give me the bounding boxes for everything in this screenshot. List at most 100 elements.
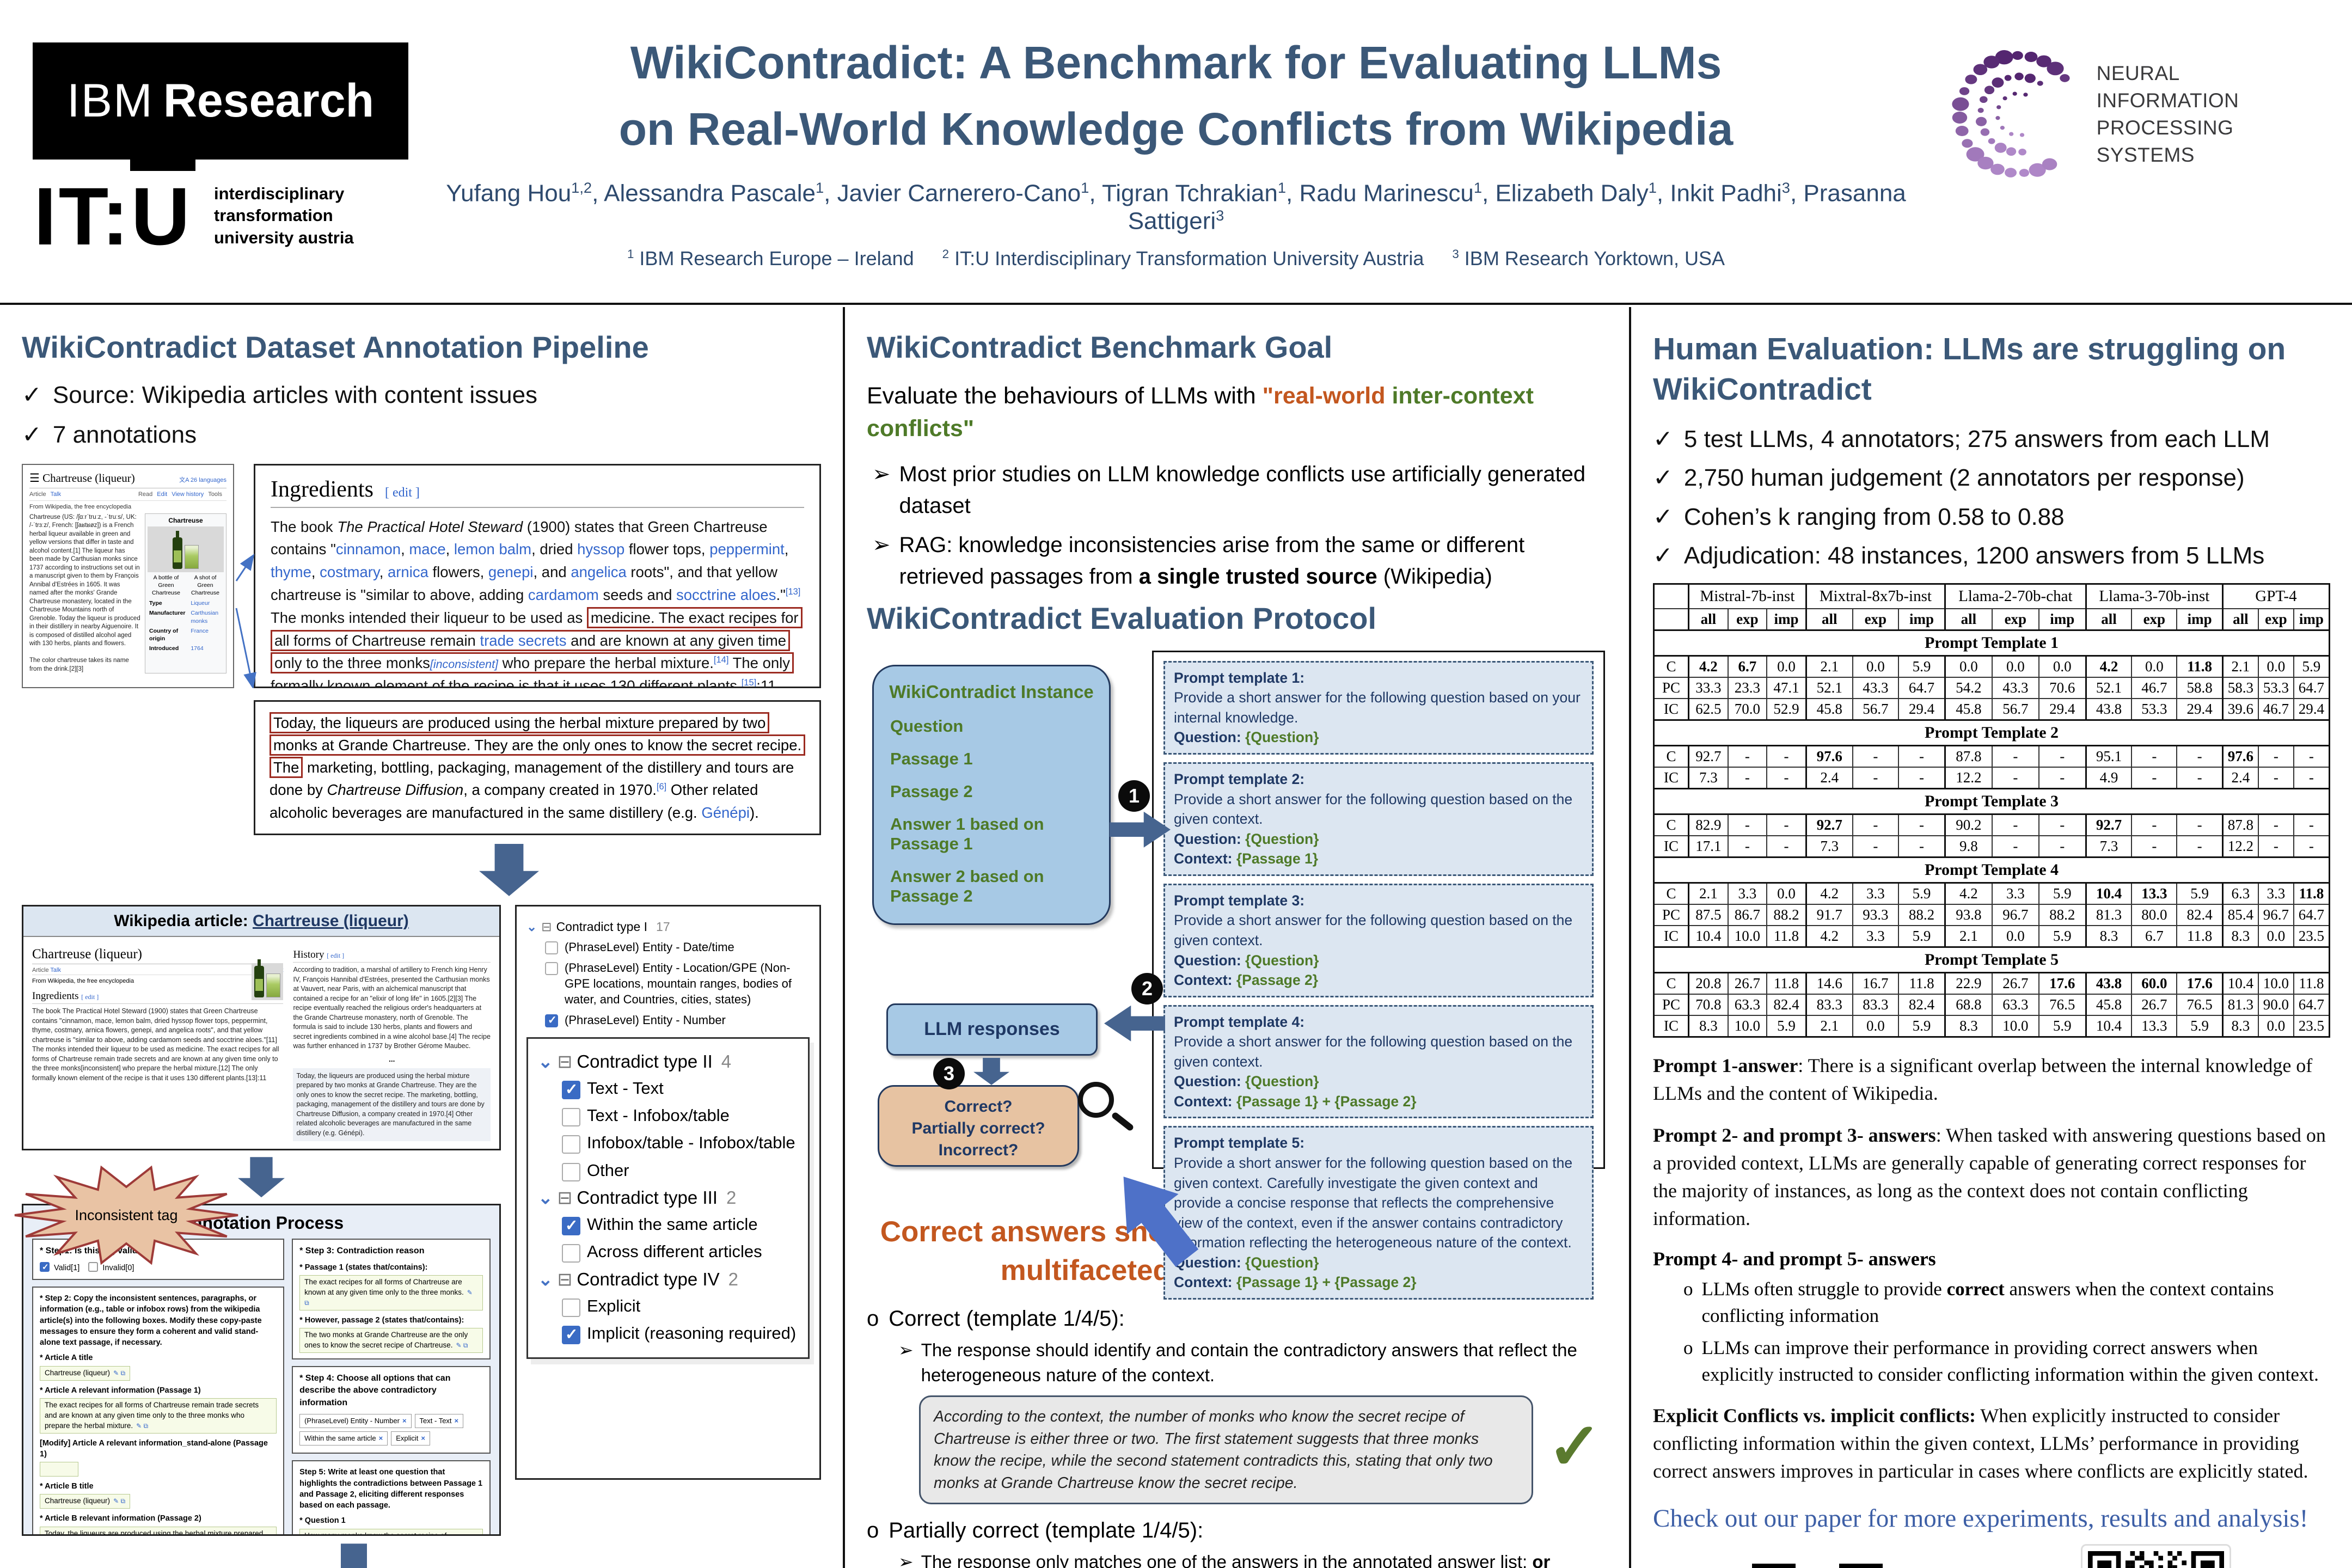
source-article-row: ☰ Chartreuse (liqueur) 文A 26 languages A…	[22, 463, 821, 688]
value-cell: -	[2257, 813, 2294, 836]
option-tag-chip[interactable]: Explicit ×	[391, 1431, 430, 1446]
annotation-field-value[interactable]: Chartreuse (liqueur) ✎ ⧉	[40, 1494, 131, 1509]
tab-article[interactable]: Article	[29, 491, 46, 498]
passage1-field[interactable]: The exact recipes for all forms of Chart…	[299, 1275, 483, 1310]
table-row: PC 87.5 86.7 88.2 91.7 93.3 88.2 93.8 96.7 88.2 81…	[1653, 903, 2330, 926]
checklist-item[interactable]: (PhraseLevel) Entity - Location/GPE (Non…	[545, 960, 810, 1007]
explicit-conflicts-paragraph: Explicit Conflicts vs. implicit conflict…	[1653, 1404, 2308, 1482]
checklist-item[interactable]: (PhraseLevel) Entity - Date/time	[545, 940, 810, 955]
value-cell: -	[2176, 766, 2224, 789]
checklist-item[interactable]: Infobox/table - Infobox/table	[562, 1132, 798, 1154]
annotation-field-value[interactable]: Today, the liqueurs are produced using t…	[40, 1526, 277, 1535]
checklist-item[interactable]: Text - Text	[562, 1077, 798, 1099]
human-eval-bullet-list: ✓ 5 test LLMs, 4 annotators; 275 answers …	[1653, 424, 2330, 571]
value-cell: 11.8	[2176, 655, 2224, 678]
value-cell: 10.4	[2221, 972, 2259, 995]
poster-title: WikiContradict: A Benchmark for Evaluati…	[618, 37, 1734, 155]
prompt-template-box: Prompt template 2: Provide a short answer…	[1163, 762, 1594, 876]
checklist-item[interactable]: (PhraseLevel) Entity - Number	[545, 1013, 810, 1028]
value-cell: 3.3	[2257, 882, 2294, 905]
value-cell: 4.2	[1805, 882, 1853, 905]
infobox-title: Chartreuse	[168, 516, 203, 524]
checklist-bullet: ✓ Source: Wikipedia articles with content…	[22, 382, 538, 409]
article-infobox: Chartreuse A bottle of Green Chartreuse A…	[145, 513, 226, 674]
flow-arrow-down-judge	[973, 1057, 1009, 1085]
invalid-checkbox[interactable]	[88, 1261, 99, 1272]
value-cell: 5.9	[2038, 924, 2087, 948]
itu-logo-bar	[130, 143, 195, 171]
judge-line: Incorrect?	[938, 1141, 1019, 1159]
value-cell: -	[2038, 813, 2087, 836]
value-cell: 45.8	[1805, 697, 1853, 721]
checklist-group-title[interactable]: ⌄ ⊟ Contradict type II 4	[538, 1051, 732, 1071]
p45-bullet-list: o LLMs often struggle to provide correct …	[1653, 1276, 2330, 1388]
findings-paragraphs: Prompt 1-answer: There is a significant …	[1653, 1052, 2330, 1233]
value-cell: 83.3	[1805, 993, 1853, 1016]
value-cell: -	[1852, 745, 1900, 768]
checklist-group-title[interactable]: ⌄ ⊟ Contradict type III 2	[538, 1187, 737, 1208]
subheader-cell: imp	[2176, 608, 2224, 631]
panel-history-edit[interactable]: [ edit ]	[327, 951, 345, 959]
value-cell: 10.0	[2257, 972, 2294, 995]
judge-line: Correct?	[944, 1097, 1013, 1116]
prompt-template-box: Prompt template 3: Provide a short answer…	[1163, 883, 1594, 997]
value-cell: 29.4	[2293, 697, 2330, 721]
value-cell: 3.3	[1852, 924, 1900, 948]
tab-read[interactable]: Read	[138, 491, 153, 498]
value-cell: 39.6	[2221, 697, 2259, 721]
instance-line: Answer 2 based on Passage 2	[890, 866, 1044, 905]
passage2-field[interactable]: The two monks at Grande Chartreuse are t…	[299, 1327, 483, 1353]
value-cell: 53.3	[2257, 676, 2294, 699]
step1-badge: 1	[1118, 780, 1150, 812]
annotation-field-value[interactable]: Chartreuse (liqueur) ✎ ⧉	[40, 1365, 131, 1381]
value-cell: 43.3	[1852, 676, 1900, 699]
languages-link[interactable]: 文A 26 languages	[179, 476, 226, 483]
checklist-item[interactable]: Across different articles	[562, 1241, 798, 1263]
checklist-item[interactable]: Implicit (reasoning required)	[562, 1322, 798, 1344]
value-cell: 64.7	[2293, 993, 2330, 1016]
tab-view-history[interactable]: View history	[171, 491, 204, 498]
subheader-cell: exp	[2257, 608, 2294, 631]
value-cell: 43.3	[1991, 676, 2039, 699]
value-cell: -	[2257, 745, 2294, 768]
tab-edit[interactable]: Edit	[157, 491, 168, 498]
response-example-quote: According to the context, the number of …	[919, 1395, 1533, 1505]
panel-tab-talk[interactable]: Talk	[50, 966, 61, 973]
question1-field[interactable]: How many monks know the secret recipe of…	[299, 1528, 483, 1535]
option-tag-chip[interactable]: (PhraseLevel) Entity - Number ×	[299, 1413, 412, 1429]
checklist-item[interactable]: Explicit	[562, 1295, 798, 1317]
article-link[interactable]: Chartreuse (liqueur)	[253, 911, 409, 930]
checklist-group-title[interactable]: ⌄ ⊟ Contradict type IV 2	[538, 1269, 738, 1289]
panel-ingredients-heading: Ingredients [ edit ]	[32, 989, 284, 1004]
checklist-item[interactable]: Text - Infobox/table	[562, 1105, 798, 1127]
value-cell: 2.4	[2221, 766, 2259, 789]
value-cell: 8.3	[2221, 1014, 2259, 1038]
checklist-item[interactable]: Other	[562, 1160, 798, 1181]
panel-tab-article[interactable]: Article	[32, 966, 49, 973]
value-cell: 88.2	[1898, 903, 1946, 926]
tab-talk[interactable]: Talk	[50, 491, 62, 498]
annotation-field-value[interactable]: The exact recipes for all forms of Chart…	[40, 1398, 277, 1434]
model-header: Llama-3-70b-inst	[2085, 583, 2224, 609]
valid-checkbox[interactable]	[40, 1261, 50, 1273]
panel-edit-link[interactable]: [ edit ]	[81, 993, 99, 1001]
value-cell: 91.7	[1805, 903, 1853, 926]
value-cell: 62.5	[1687, 697, 1729, 721]
value-cell: 60.0	[2131, 972, 2178, 995]
value-cell: -	[1766, 766, 1807, 789]
edit-link[interactable]: [ edit ]	[384, 485, 420, 500]
flow-arrow-down-2	[238, 1157, 285, 1198]
tab-tools[interactable]: Tools	[208, 491, 222, 498]
value-cell: 0.0	[1852, 655, 1900, 678]
checklist-item[interactable]: Within the same article	[562, 1214, 798, 1235]
value-cell: 95.1	[2085, 745, 2133, 768]
annotation-field-value[interactable]	[40, 1462, 78, 1477]
flow-arrow-down-3	[327, 1543, 381, 1568]
checklist-group-title[interactable]: ⌄ ⊟ Contradict type I 17	[526, 919, 670, 934]
author-name: Radu Marinescu	[1299, 180, 1474, 207]
results-table: Mistral-7b-inst Mixtral-8x7b-inst Llama-2-…	[1653, 583, 2330, 1038]
option-tag-chip[interactable]: Within the same article ×	[299, 1431, 388, 1446]
value-cell: 5.9	[2038, 1014, 2087, 1038]
option-tag-chip[interactable]: Text - Text ×	[414, 1413, 464, 1429]
value-cell: 10.4	[1687, 924, 1729, 948]
